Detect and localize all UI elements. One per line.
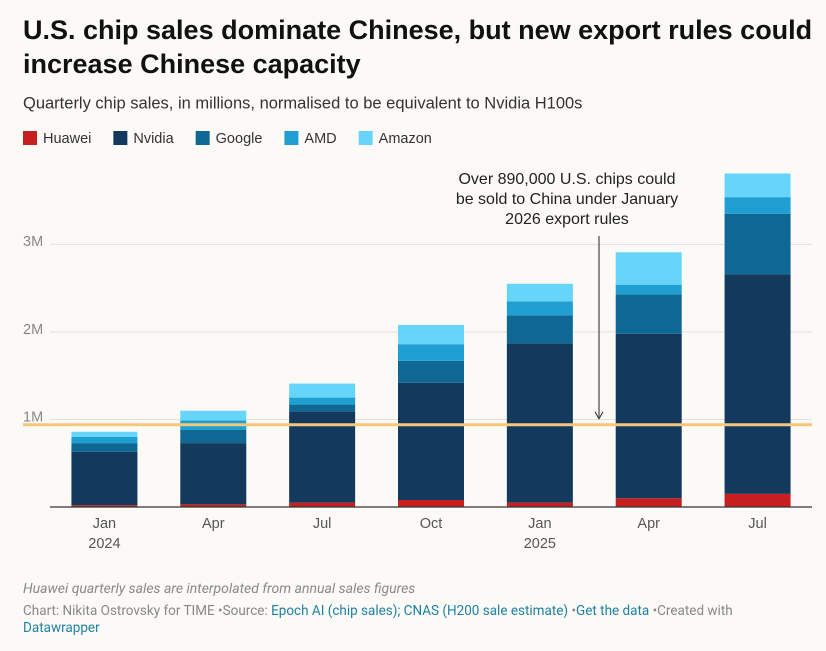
bar-segment [398,324,464,345]
bar-segment [724,173,791,198]
credit: Chart: Nikita Ostrovsky for TIMESource: … [23,603,803,637]
footer: Huawei quarterly sales are interpolated … [23,581,803,637]
separator [568,603,576,619]
x-tick-label: Jul [313,516,332,532]
bar-segment [506,502,573,507]
separator [649,603,657,619]
x-tick-label: Oct [420,516,443,532]
legend-swatch [23,131,37,145]
bar-segment [615,498,682,507]
bar-segment [289,411,356,503]
x-tick-label: Apr [637,516,660,532]
bar-segment [506,301,573,316]
legend-swatch [195,131,210,145]
legend-label: Amazon [379,131,432,147]
bar-segment [289,397,356,405]
bar-segment [615,333,682,499]
bar-segment [71,436,138,444]
bar-segment [615,294,682,334]
credit-text: Chart: Nikita Ostrovsky for TIME [23,603,215,619]
y-tick-label: 2M [23,322,43,338]
bar-segment [398,344,464,361]
note: Huawei quarterly sales are interpolated … [23,581,416,597]
x-tick-label: Jan 2025 [524,516,556,552]
annotation-arrowhead [594,411,604,420]
source-link[interactable]: Epoch AI (chip sales); CNAS (H200 sale e… [271,603,569,619]
legend-swatch [284,131,299,145]
legend-label: Google [216,131,263,147]
x-tick-label: Jul [748,516,767,532]
bar-segment [180,410,247,421]
bar-segment [615,252,682,285]
y-tick-label: 3M [23,234,43,250]
y-tick-label: 1M [23,409,43,425]
chart: U.S. chip sales dominate Chinese, but ne… [23,15,812,552]
x-tick-label: Apr [202,516,225,532]
bar-segment [724,197,791,214]
x-tick-label: Jan 2024 [88,516,120,552]
bar-segment [398,382,464,500]
legend-swatch [358,131,373,145]
bar-segment [180,429,247,444]
bar-segment [71,443,138,452]
bar-segment [506,283,573,302]
bar-segment [289,383,356,398]
bar-segment [398,499,464,507]
chart-title: U.S. chip sales dominate Chinese, but ne… [23,15,812,45]
bar-segment [506,315,573,344]
annotation: Over 890,000 U.S. chips could [458,171,675,188]
tool-link[interactable]: Datawrapper [23,620,100,636]
annotation: 2026 export rules [505,211,629,228]
separator [215,603,223,619]
bar-segment [724,213,791,275]
bar-segment [724,493,791,507]
bar-segment [289,502,356,507]
legend-label: Huawei [43,131,91,147]
bar-segment [506,343,573,503]
bar-segment [71,431,138,437]
bar-segment [180,504,247,507]
source-label: Source: [222,603,268,619]
legend-swatch [113,131,128,145]
bar-segment [724,274,791,494]
annotation: be sold to China under January [456,191,678,208]
chart-title: increase Chinese capacity [23,49,361,79]
created-text: Created with [657,603,733,619]
bar-segment [71,505,138,507]
chart-subtitle: Quarterly chip sales, in millions, norma… [23,94,582,112]
data-link[interactable]: Get the data [576,603,650,619]
bar-segment [615,284,682,295]
bar-segment [398,360,464,383]
legend-label: AMD [304,131,336,147]
bar-segment [180,443,247,505]
bar-segment [71,451,138,506]
bar-segment [289,404,356,412]
legend-label: Nvidia [133,131,174,147]
